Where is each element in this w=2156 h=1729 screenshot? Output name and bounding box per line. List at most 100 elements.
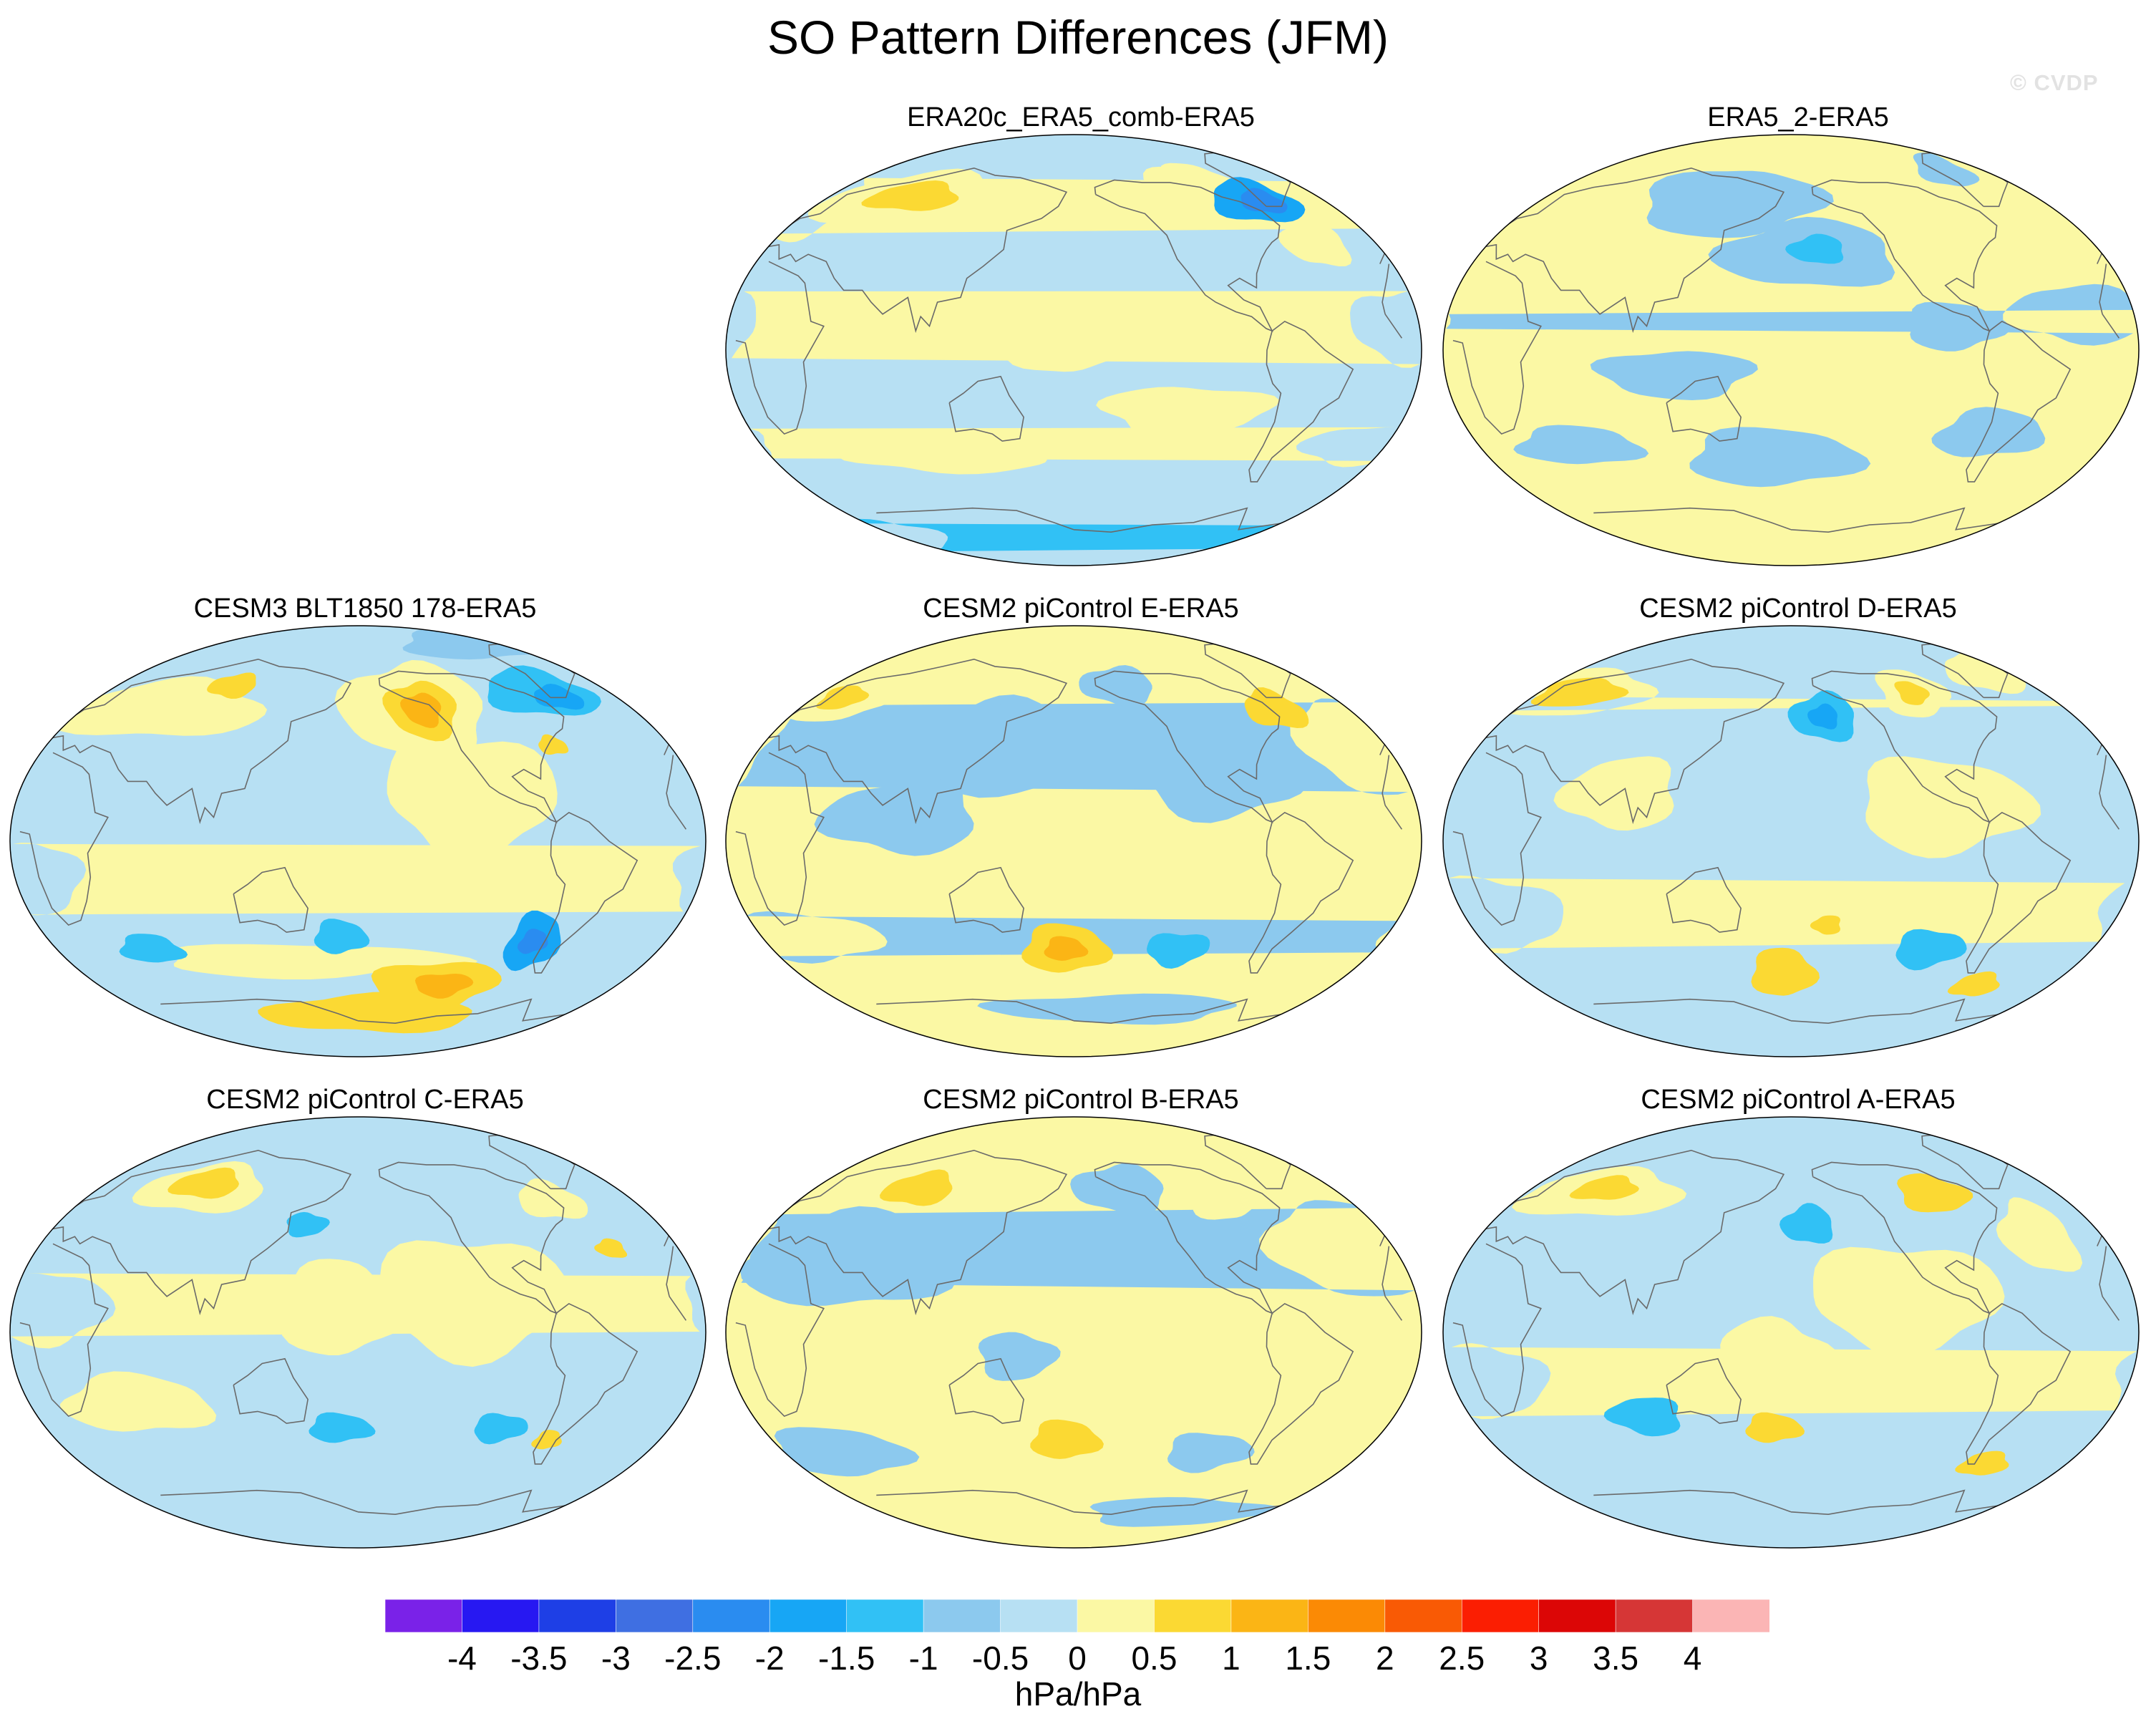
coastline bbox=[1452, 752, 2120, 926]
colorbar-swatch bbox=[1077, 1599, 1155, 1632]
contour-region bbox=[11, 1273, 700, 1349]
contour-region bbox=[1996, 1197, 2083, 1272]
panel-title: CESM2 piControl C-ERA5 bbox=[206, 1085, 524, 1115]
world-map bbox=[725, 1116, 1422, 1549]
map-panel: ERA20c_ERA5_comb-ERA5 bbox=[723, 100, 1439, 587]
contour-region bbox=[861, 180, 959, 211]
contour-region bbox=[1590, 351, 1758, 400]
contour-region bbox=[119, 934, 188, 963]
contour-region bbox=[1096, 387, 1280, 437]
contour-region bbox=[814, 778, 974, 856]
colorbar-swatch bbox=[923, 1599, 1001, 1632]
contour-region bbox=[839, 518, 1306, 555]
colorbar-swatch bbox=[1461, 1599, 1540, 1632]
contour-region bbox=[1278, 215, 1352, 266]
contour-region bbox=[400, 692, 442, 728]
contour-region bbox=[1005, 299, 1131, 372]
panel-title: CESM3 BLT1850 178-ERA5 bbox=[193, 594, 537, 624]
contour-region bbox=[880, 1169, 953, 1206]
colorbar-swatch bbox=[1308, 1599, 1386, 1632]
contour-region bbox=[1807, 703, 1837, 730]
colorbar-swatch bbox=[1692, 1599, 1769, 1632]
contour-region bbox=[414, 974, 474, 999]
colorbar-labels: -4 -3.5 -3 -2.5 -2 -1.5 -1 -0.5 0 0.5 1 1.5 2 2.5 3 3.5… bbox=[0, 1638, 2156, 1681]
world-map bbox=[9, 1116, 706, 1549]
colorbar-tick-label: 2.5 bbox=[1439, 1640, 1485, 1677]
contour-region bbox=[1244, 687, 1309, 728]
colorbar-swatch bbox=[1000, 1599, 1078, 1632]
coastline bbox=[948, 375, 1024, 442]
coastline bbox=[735, 1243, 1403, 1418]
coastline bbox=[948, 866, 1024, 933]
contour-region bbox=[1779, 1203, 1833, 1244]
panel-title: CESM2 piControl E-ERA5 bbox=[923, 594, 1239, 624]
colorbar-tick-label: 1.5 bbox=[1285, 1640, 1331, 1677]
contour-region bbox=[1167, 1433, 1255, 1473]
contour-region bbox=[741, 1200, 1415, 1297]
colorbar-tick-label: 3 bbox=[1529, 1640, 1548, 1677]
contour-region bbox=[1447, 875, 2125, 954]
coastline bbox=[19, 752, 687, 926]
coastline bbox=[1248, 320, 1354, 483]
coastline bbox=[1966, 811, 2072, 974]
contour-region bbox=[1813, 1246, 2005, 1359]
contour-region bbox=[1030, 1419, 1104, 1459]
coastline bbox=[1248, 811, 1354, 974]
contour-region bbox=[1530, 677, 1629, 707]
contour-region bbox=[737, 698, 1408, 795]
map-panel: CESM2 piControl C-ERA5 bbox=[7, 1083, 723, 1569]
contour-region bbox=[816, 685, 870, 709]
coastline bbox=[735, 261, 1403, 435]
panel-title: CESM2 piControl A-ERA5 bbox=[1641, 1085, 1956, 1115]
coastline bbox=[1094, 670, 1281, 823]
colorbar-swatch bbox=[846, 1599, 924, 1632]
colorbar-swatch bbox=[538, 1599, 617, 1632]
colorbar-tick-label: -3 bbox=[601, 1640, 631, 1677]
watermark: © CVDP bbox=[2010, 70, 2099, 95]
coastline bbox=[533, 1302, 638, 1465]
contour-region bbox=[1913, 152, 1980, 187]
coastline bbox=[1666, 1357, 1742, 1424]
coastline bbox=[1966, 320, 2072, 483]
map-outline bbox=[1442, 625, 2140, 1057]
map-panel: CESM2 piControl A-ERA5 bbox=[1440, 1083, 2156, 1569]
contour-region bbox=[1147, 933, 1210, 969]
figure-title: SO Pattern Differences (JFM) bbox=[767, 11, 1389, 64]
colorbar-swatch bbox=[769, 1599, 848, 1632]
colorbar-swatch bbox=[692, 1599, 771, 1632]
contour-region bbox=[1895, 929, 1967, 971]
colorbar-swatch bbox=[1384, 1599, 1463, 1632]
colorbar-tick-label: -2 bbox=[754, 1640, 785, 1677]
contour-region bbox=[1079, 665, 1152, 707]
contour-region bbox=[167, 1167, 239, 1199]
contour-region bbox=[1894, 681, 1930, 705]
world-map bbox=[1442, 1116, 2140, 1549]
colorbar-swatch bbox=[1615, 1599, 1694, 1632]
colorbar-tick-label: -3.5 bbox=[510, 1640, 568, 1677]
contour-region bbox=[977, 993, 1237, 1025]
colorbar-swatch bbox=[1230, 1599, 1309, 1632]
contour-region bbox=[1785, 233, 1844, 264]
map-outline bbox=[725, 134, 1422, 566]
contour-region bbox=[774, 1427, 920, 1477]
map-outline bbox=[1442, 1116, 2140, 1549]
contour-region bbox=[1751, 947, 1820, 996]
contour-region bbox=[750, 427, 1397, 468]
map-panel: CESM2 piControl E-ERA5 bbox=[723, 591, 1439, 1078]
colorbar-tick-label: -1.5 bbox=[818, 1640, 875, 1677]
contour-region bbox=[258, 992, 472, 1034]
colorbar-tick-label: 0.5 bbox=[1131, 1640, 1177, 1677]
coastline bbox=[1811, 670, 1998, 823]
contour-region bbox=[1513, 425, 1649, 465]
map-panel: CESM3 BLT1850 178-ERA5 bbox=[7, 591, 723, 1078]
colorbar-swatch bbox=[462, 1599, 540, 1632]
map-outline bbox=[9, 625, 706, 1057]
colorbar-tick-label: -1 bbox=[908, 1640, 938, 1677]
contour-region bbox=[1044, 936, 1089, 961]
world-map bbox=[1442, 625, 2140, 1057]
map-panel: CESM2 piControl D-ERA5 bbox=[1440, 591, 2156, 1078]
contour-region bbox=[1451, 1343, 2137, 1420]
colorbar-swatch bbox=[1538, 1599, 1616, 1632]
world-map bbox=[725, 134, 1422, 566]
colorbar-swatch bbox=[385, 1599, 463, 1632]
